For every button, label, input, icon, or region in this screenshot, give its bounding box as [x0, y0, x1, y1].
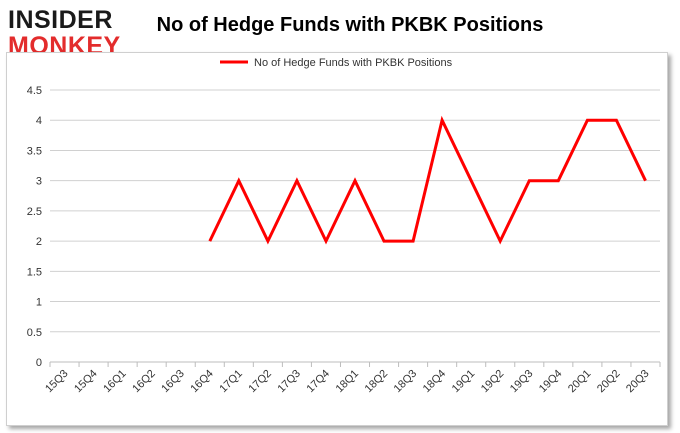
y-tick-label: 1	[36, 297, 42, 309]
x-tick-label: 17Q2	[246, 368, 274, 396]
x-tick-label: 15Q3	[43, 368, 71, 396]
x-tick-label: 17Q1	[217, 368, 245, 396]
x-tick-label: 18Q3	[392, 368, 420, 396]
x-tick-label: 20Q2	[595, 368, 623, 396]
y-tick-label: 4	[36, 115, 42, 127]
x-tick-label: 20Q1	[566, 368, 594, 396]
logo-line-1: INSIDER	[8, 6, 113, 34]
y-tick-label: 3.5	[27, 145, 42, 157]
legend-label: No of Hedge Funds with PKBK Positions	[254, 57, 453, 69]
y-tick-label: 0.5	[27, 327, 42, 339]
y-tick-label: 2.5	[27, 206, 42, 218]
insider-monkey-logo: INSIDER MONKEY	[8, 6, 128, 60]
x-tick-label: 17Q4	[305, 368, 333, 396]
y-tick-label: 3	[36, 176, 42, 188]
x-tick-label: 19Q4	[537, 368, 565, 396]
chart-frame	[6, 52, 668, 426]
x-tick-label: 17Q3	[276, 368, 304, 396]
x-tick-label: 20Q3	[624, 368, 652, 396]
x-tick-label: 19Q3	[508, 368, 536, 396]
y-tick-label: 4.5	[27, 85, 42, 97]
x-tick-label: 16Q4	[188, 368, 216, 396]
chart-title: No of Hedge Funds with PKBK Positions	[156, 14, 544, 36]
x-tick-label: 18Q4	[421, 368, 449, 396]
y-tick-label: 2	[36, 236, 42, 248]
x-tick-label: 19Q2	[479, 368, 507, 396]
y-tick-label: 1.5	[27, 266, 42, 278]
x-tick-label: 18Q2	[363, 368, 391, 396]
series-line	[208, 115, 647, 245]
x-tick-label: 19Q1	[450, 368, 478, 396]
y-tick-label: 0	[36, 357, 42, 369]
x-tick-label: 16Q2	[130, 368, 158, 396]
x-tick-label: 18Q1	[334, 368, 362, 396]
x-tick-label: 16Q1	[101, 368, 129, 396]
x-tick-label: 16Q3	[159, 368, 187, 396]
x-tick-label: 15Q4	[72, 368, 100, 396]
